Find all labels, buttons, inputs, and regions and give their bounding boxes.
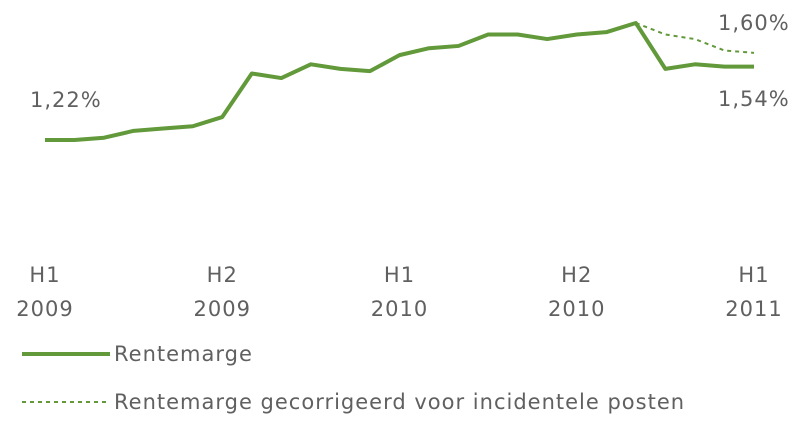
x-tick-label: H2 2010 xyxy=(548,263,606,321)
legend-item: Rentemarge xyxy=(20,342,253,366)
data-label: 1,54% xyxy=(718,86,790,111)
legend-swatch xyxy=(22,352,110,356)
line xyxy=(45,21,754,142)
x-tick-label: H2 2009 xyxy=(193,263,251,321)
x-tick-label: H1 2011 xyxy=(725,263,783,321)
x-tick-label: H1 2010 xyxy=(370,263,429,321)
legend-label: Rentemarge xyxy=(114,342,253,366)
x-tick-label: H1 2009 xyxy=(16,263,74,321)
legend-swatch xyxy=(22,401,110,403)
legend-label: Rentemarge gecorrigeerd voor incidentele… xyxy=(114,390,686,414)
data-label: 1,60% xyxy=(718,10,790,35)
data-label: 1,22% xyxy=(30,88,102,112)
legend-item: Rentemarge gecorrigeerd voor incidentele… xyxy=(20,390,685,414)
